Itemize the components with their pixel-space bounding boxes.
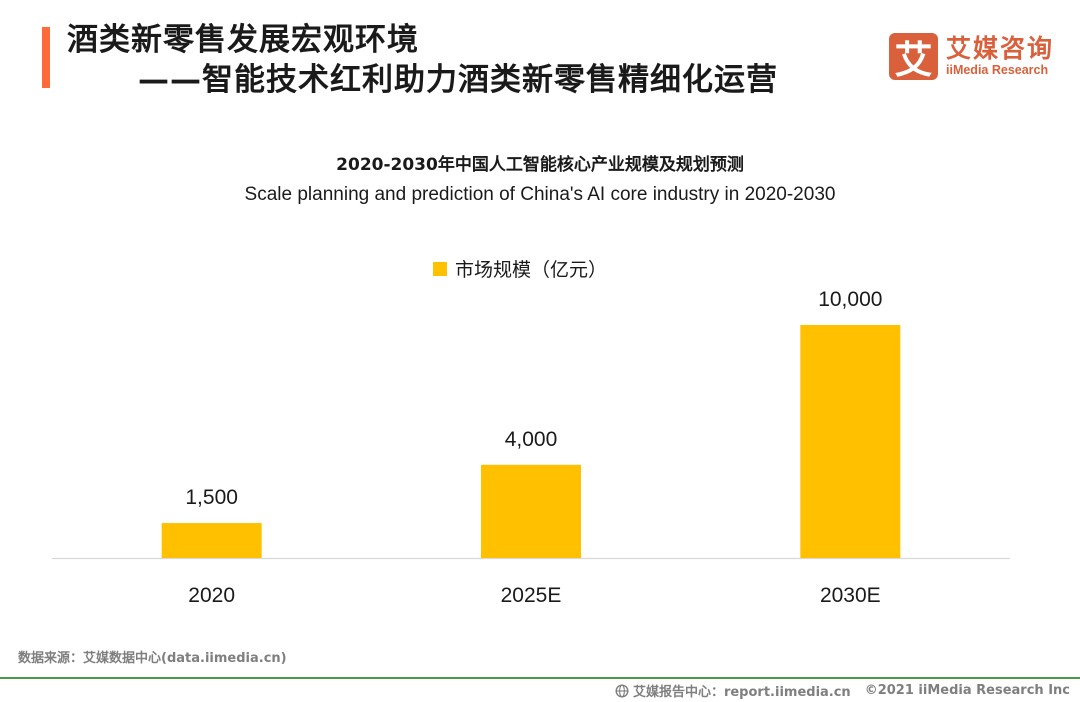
logo-mark-icon: 艾 (889, 33, 938, 82)
data-label-2025E: 4,000 (505, 428, 558, 451)
x-tick-label-2030E: 2030E (820, 584, 881, 607)
bar-2020 (161, 523, 262, 558)
footer-divider (0, 677, 1080, 679)
page-subtitle: ——智能技术红利助力酒类新零售精细化运营 (138, 62, 778, 98)
legend-swatch (433, 261, 447, 276)
chart-subtitle: Scale planning and prediction of China's… (244, 184, 836, 205)
data-label-2030E: 10,000 (818, 288, 882, 311)
page-title: 酒类新零售发展宏观环境 (67, 22, 419, 58)
data-source: 数据来源：艾媒数据中心(data.iimedia.cn) (18, 651, 287, 666)
title-accent-bar (42, 27, 50, 88)
x-tick-label-2020: 2020 (188, 584, 235, 607)
bar-2025E (481, 464, 581, 558)
x-tick-label-2025E: 2025E (501, 584, 562, 607)
bar-2030E (800, 325, 901, 558)
chart-title: 2020-2030年中国人工智能核心产业规模及规划预测 (336, 155, 744, 175)
legend-label: 市场规模（亿元） (455, 259, 608, 281)
logo-name-en: iiMedia Research (946, 63, 1049, 77)
logo-name-cn: 艾媒咨询 (946, 34, 1055, 63)
chart-legend: 市场规模（亿元） (433, 255, 607, 282)
globe-icon (615, 683, 629, 698)
data-label-2020: 1,500 (185, 486, 238, 509)
copyright: ©2021 iiMedia Research Inc (864, 683, 1070, 698)
report-center-link[interactable]: 艾媒报告中心：report.iimedia.cn (632, 685, 851, 700)
footer: 艾媒报告中心：report.iimedia.cn ©2021 iiMedia R… (615, 681, 1070, 700)
iimedia-logo: 艾 艾媒咨询 iiMedia Research (889, 33, 1055, 82)
